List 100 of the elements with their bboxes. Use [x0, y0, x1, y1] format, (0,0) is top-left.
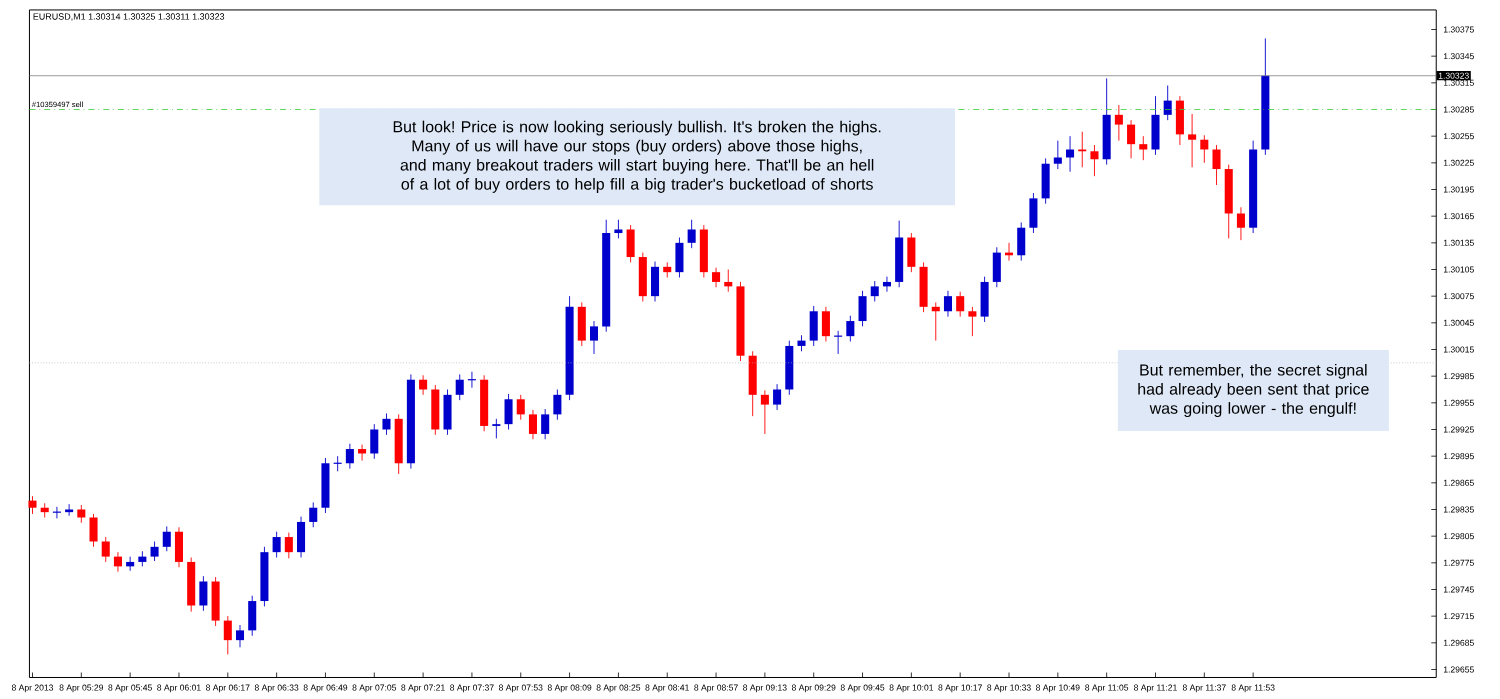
candlestick	[284, 531, 293, 559]
y-tick-label: 1.29745	[1443, 586, 1474, 593]
candlestick	[492, 418, 501, 439]
y-tick-label: 1.30315	[1443, 79, 1474, 86]
y-tick-label: 1.30135	[1443, 239, 1474, 246]
candlestick	[687, 219, 696, 249]
x-tick-label: 8 Apr 06:01	[157, 684, 201, 693]
y-tick-label: 1.29985	[1443, 372, 1474, 379]
y-tick-label: 1.29715	[1443, 612, 1474, 619]
x-tick-label: 8 Apr 10:33	[987, 684, 1031, 693]
y-tick-label: 1.29865	[1443, 479, 1474, 486]
y-tick-label: 1.30225	[1443, 159, 1474, 166]
candlestick	[968, 306, 977, 337]
candlestick	[162, 525, 171, 552]
x-tick-label: 8 Apr 05:29	[59, 684, 104, 693]
candlestick	[760, 389, 769, 435]
candlestick	[235, 624, 245, 648]
candlestick	[272, 531, 281, 558]
candlestick	[1114, 104, 1123, 141]
annotation: But remember, the secret signal had already been sent that price was going lower - the engulf!	[1138, 363, 1369, 417]
candlestick	[1163, 84, 1172, 121]
x-tick-label: 8 Apr 09:13	[743, 684, 787, 693]
candlestick	[199, 575, 208, 612]
chart-title: EURUSD,M1 1.30314 1.30325 1.30311 1.30323	[33, 13, 225, 21]
candlestick	[516, 394, 525, 420]
x-tick-label: 8 Apr 05:45	[108, 684, 152, 693]
y-tick-label: 1.29805	[1443, 532, 1474, 539]
candlestick	[1066, 135, 1075, 172]
candlestick	[345, 443, 354, 469]
y-tick-label: 1.30045	[1443, 319, 1474, 326]
candlestick	[1188, 113, 1197, 168]
y-tick-label: 1.30285	[1443, 106, 1474, 113]
candlestick	[943, 290, 953, 317]
candlestick	[1200, 134, 1209, 164]
y-tick-label: 1.30195	[1443, 186, 1474, 193]
candlestick	[773, 383, 782, 411]
y-tick-label: 1.30015	[1443, 346, 1474, 353]
x-tick-label: 8 Apr 08:57	[694, 684, 738, 693]
candlestick	[541, 408, 550, 440]
candlestick	[712, 267, 721, 288]
candlestick	[1127, 119, 1136, 159]
candlestick	[870, 280, 879, 302]
candlestick	[150, 540, 159, 562]
x-tick-label: 8 Apr 09:45	[840, 684, 885, 693]
y-tick-label: 1.30345	[1443, 52, 1474, 60]
candlestick	[956, 291, 965, 317]
candlestick	[846, 315, 855, 342]
y-tick-label: 1.30255	[1443, 132, 1474, 139]
x-tick-label: 8 Apr 08:09	[547, 684, 592, 693]
candlestick	[1053, 139, 1062, 170]
x-tick-label: 8 Apr 06:49	[303, 684, 348, 693]
candlestick	[89, 513, 98, 548]
y-tick-label: 1.30075	[1443, 292, 1474, 299]
y-tick-label: 1.29895	[1443, 452, 1474, 459]
x-tick-label: 8 Apr 2013	[11, 684, 54, 693]
candlestick	[614, 219, 623, 239]
x-tick-label: 8 Apr 07:05	[352, 684, 397, 693]
candlestick	[370, 423, 379, 460]
y-tick-label: 1.30105	[1443, 266, 1474, 273]
candlestick	[528, 409, 537, 440]
y-tick-label: 1.29775	[1443, 559, 1474, 566]
candlestick	[455, 373, 464, 401]
y-tick-label: 1.30165	[1443, 212, 1474, 219]
candlestick	[1139, 135, 1148, 161]
candlestick	[382, 412, 391, 436]
x-tick-label: 8 Apr 06:17	[206, 684, 250, 693]
x-tick-label: 8 Apr 11:53	[1231, 684, 1275, 693]
y-tick-label: 1.30375	[1443, 26, 1474, 33]
candlestick	[223, 615, 232, 655]
candlestick	[419, 374, 428, 396]
x-tick-label: 8 Apr 08:25	[596, 684, 641, 693]
y-tick-label: 1.29835	[1443, 506, 1474, 513]
candlestick	[589, 320, 599, 355]
y-tick-label: 1.29925	[1443, 426, 1474, 433]
x-tick-label: 8 Apr 08:41	[645, 684, 689, 693]
candlestick	[553, 388, 562, 420]
candlestick	[1212, 144, 1221, 186]
x-tick-label: 8 Apr 06:33	[254, 684, 299, 693]
candlestick	[1090, 144, 1099, 177]
x-tick-label: 8 Apr 07:21	[401, 684, 445, 693]
candlestick	[113, 551, 122, 572]
x-tick-label: 8 Apr 11:21	[1134, 684, 1177, 693]
candlestick	[309, 501, 318, 528]
candlestick	[1236, 206, 1245, 241]
x-tick-label: 8 Apr 10:49	[1036, 684, 1080, 693]
candlestick	[65, 503, 74, 516]
x-tick-label: 8 Apr 10:17	[938, 684, 982, 693]
ref-line-label: 1.30323	[1438, 72, 1469, 79]
x-tick-label: 8 Apr 11:05	[1085, 684, 1129, 693]
x-tick-label: 8 Apr 10:01	[889, 684, 934, 693]
y-tick-label: 1.29655	[1443, 666, 1474, 673]
x-tick-label: 8 Apr 07:53	[498, 684, 543, 693]
x-tick-label: 8 Apr 07:37	[450, 684, 494, 693]
candlestick	[101, 536, 110, 563]
x-tick-label: 8 Apr 09:29	[791, 684, 836, 693]
y-tick-label: 1.29685	[1443, 639, 1474, 646]
candlestick	[1078, 131, 1087, 168]
annotation: But look! Price is now looking seriously bullish. It's broken the highs. Many of us will have our stops (buy orders) above those highs, and many breakout traders will start buying here. That'll be an hell of a lot of buy orders to help fill a big trader's bucketload of shorts	[393, 120, 881, 193]
y-tick-label: 1.29955	[1443, 399, 1474, 406]
x-tick-label: 8 Apr 11:37	[1182, 684, 1226, 693]
